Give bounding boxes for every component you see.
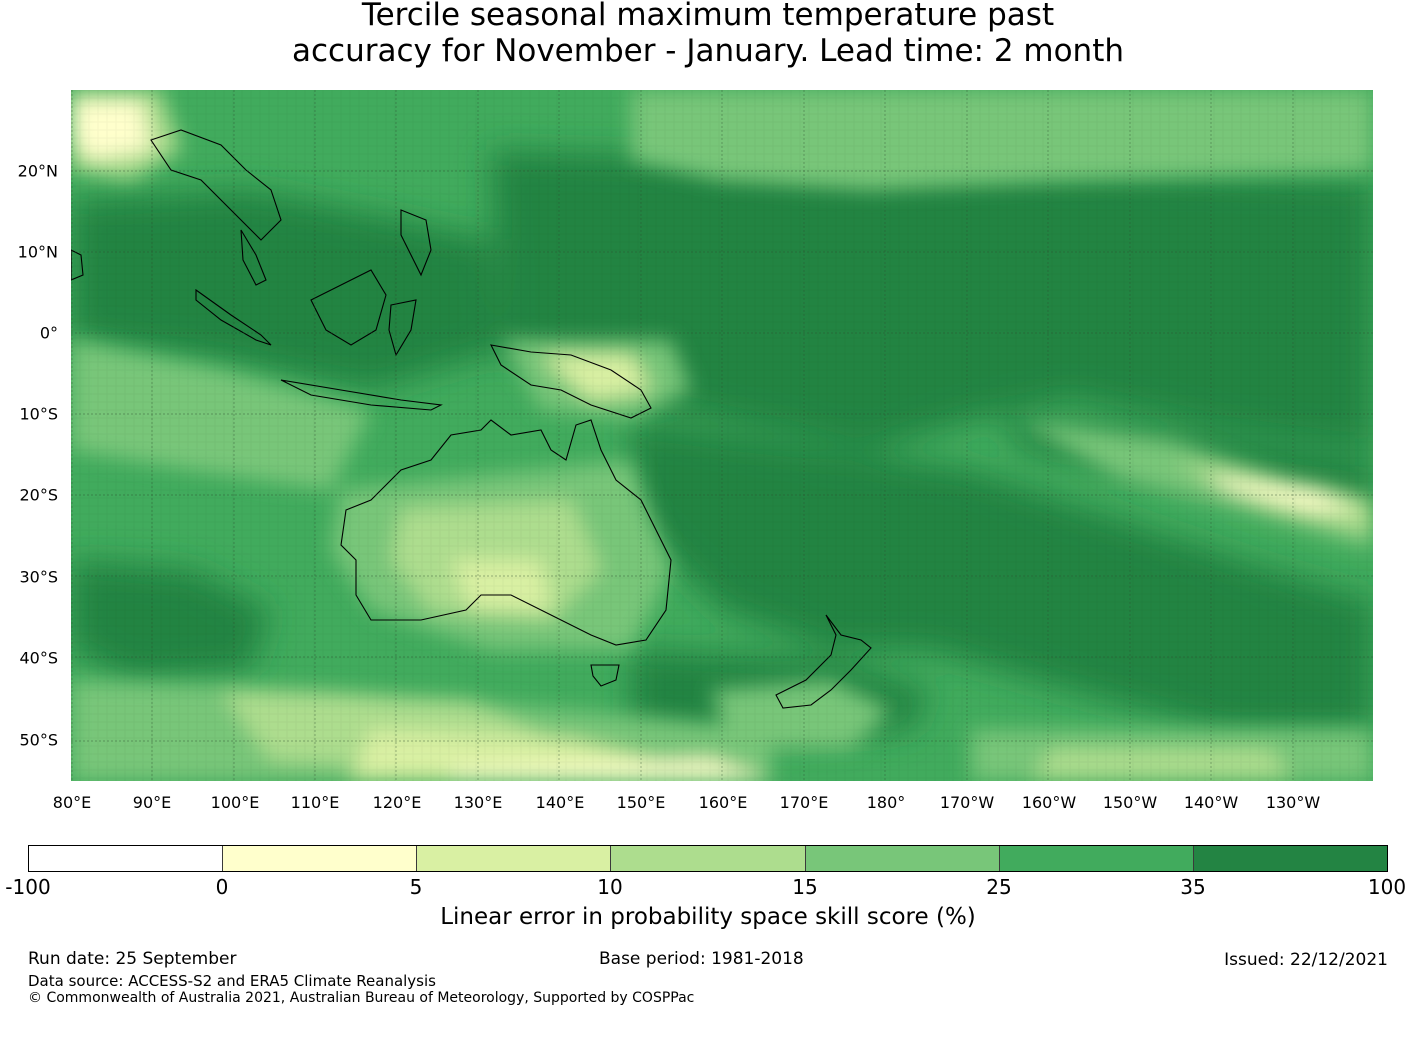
lon-tick-80e: 80°E [52, 793, 92, 812]
skill-score-map [71, 90, 1373, 781]
lon-tick-120e: 120°E [372, 793, 422, 812]
tasmania-coastline [590, 664, 620, 687]
java-coastline [280, 379, 443, 411]
lat-tick-20n: 20°N [17, 161, 58, 181]
lon-tick-130w: 130°W [1265, 793, 1321, 812]
run-date: Run date: 25 September [28, 949, 237, 969]
lon-tick-180: 180° [866, 793, 906, 812]
lat-tick-40s: 40°S [19, 648, 58, 668]
colorbar-segment-2 [417, 846, 612, 871]
colorbar [28, 845, 1388, 872]
lat-tick-30s: 30°S [19, 567, 58, 587]
australia-coastline [340, 419, 672, 646]
lat-tick-50s: 50°S [19, 730, 58, 750]
colorbar-segment-1 [223, 846, 418, 871]
coastlines [71, 129, 872, 709]
philippines-coastline [400, 209, 432, 277]
malay-peninsula-coastline [240, 229, 267, 286]
colorbar-tick-label: 100 [1367, 875, 1407, 899]
colorbar-segment-3 [611, 846, 806, 871]
lon-tick-170e: 170°E [779, 793, 829, 812]
gridlines [71, 90, 1373, 781]
new-zealand-coastline [775, 614, 872, 709]
colorbar-tick-label: 25 [986, 875, 1012, 899]
lon-tick-150e: 150°E [616, 793, 666, 812]
lon-tick-110e: 110°E [290, 793, 340, 812]
colorbar-tick-label: 10 [597, 875, 623, 899]
map-title-line-1: Tercile seasonal maximum temperature pas… [361, 0, 1055, 33]
lat-tick-10s: 10°S [19, 404, 58, 424]
indochina-coastline [150, 129, 282, 241]
data-source: Data source: ACCESS-S2 and ERA5 Climate … [28, 972, 436, 990]
borneo-coastline [310, 269, 387, 346]
colorbar-segment-0 [29, 846, 224, 871]
lon-tick-160e: 160°E [698, 793, 748, 812]
colorbar-tick-label: 0 [215, 875, 229, 899]
colorbar-title: Linear error in probability space skill … [440, 904, 976, 930]
sumatra-coastline [195, 288, 272, 346]
colorbar-tick-label: 35 [1180, 875, 1206, 899]
colorbar-segment-6 [1193, 846, 1387, 871]
new-guinea-coastline [490, 344, 652, 419]
colorbar-segment-5 [999, 846, 1194, 871]
colorbar-tick-label: -100 [5, 875, 51, 899]
lon-tick-90e: 90°E [132, 793, 172, 812]
colorbar-tick-label: 5 [409, 875, 423, 899]
map-title-line-2: accuracy for November - January. Lead ti… [291, 33, 1125, 69]
issued-date: Issued: 22/12/2021 [1224, 950, 1388, 970]
colorbar-segment-4 [805, 846, 1000, 871]
lon-tick-170w: 170°W [939, 793, 995, 812]
lon-tick-130e: 130°E [453, 793, 503, 812]
lon-tick-140e: 140°E [535, 793, 585, 812]
lon-tick-160w: 160°W [1021, 793, 1077, 812]
copyright-notice: © Commonwealth of Australia 2021, Austra… [28, 990, 695, 1006]
sri-lanka-coastline [71, 249, 84, 281]
lon-tick-150w: 150°W [1102, 793, 1158, 812]
lat-tick-10n: 10°N [17, 242, 58, 262]
lat-tick-20s: 20°S [19, 485, 58, 505]
lon-tick-140w: 140°W [1183, 793, 1239, 812]
map-canvas [71, 90, 1373, 781]
base-period: Base period: 1981-2018 [599, 949, 804, 969]
colorbar-tick-label: 15 [792, 875, 818, 899]
sulawesi-coastline [388, 299, 417, 357]
lon-tick-100e: 100°E [210, 793, 260, 812]
lat-tick-0: 0° [39, 323, 58, 343]
